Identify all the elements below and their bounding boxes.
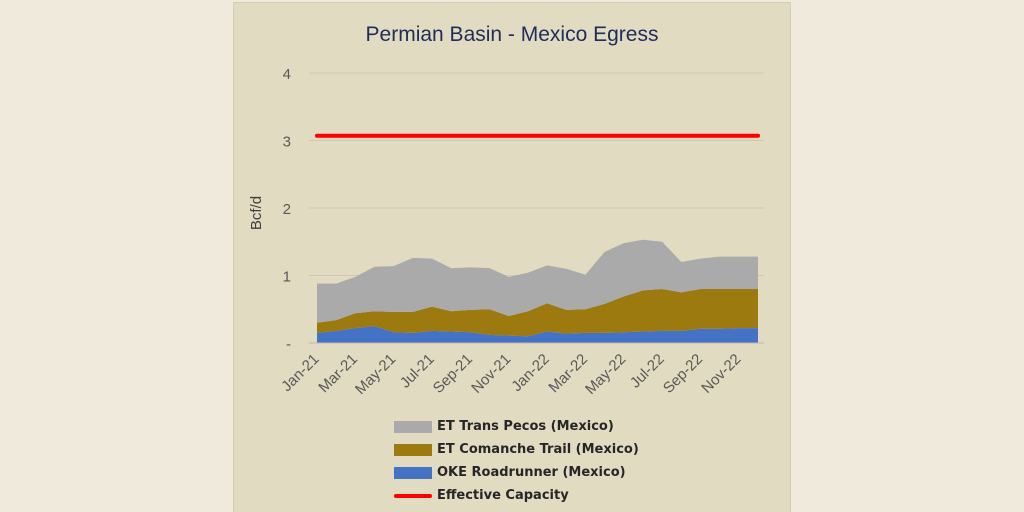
area-et-trans-pecos-mexico bbox=[317, 239, 758, 323]
legend-swatch-trans-pecos bbox=[394, 420, 432, 433]
legend-item-roadrunner: OKE Roadrunner (Mexico) bbox=[394, 461, 694, 484]
legend-swatch-comanche-trail bbox=[394, 443, 432, 456]
x-tick-label: Sep-21 bbox=[430, 351, 476, 397]
legend-item-effective-capacity: Effective Capacity bbox=[394, 484, 694, 507]
chart-title: Permian Basin - Mexico Egress bbox=[365, 23, 659, 46]
x-tick-label: May-22 bbox=[582, 351, 629, 398]
x-tick-label: Nov-22 bbox=[698, 351, 744, 397]
y-tick-label: 4 bbox=[283, 66, 291, 83]
area-chart: -1234Bcf/dJan-21Mar-21May-21Jul-21Sep-21… bbox=[248, 66, 764, 398]
legend-label-trans-pecos: ET Trans Pecos (Mexico) bbox=[437, 419, 614, 434]
area-oke-roadrunner-mexico bbox=[317, 326, 758, 343]
x-tick-label: Nov-21 bbox=[468, 351, 514, 397]
legend-label-effective-capacity: Effective Capacity bbox=[437, 488, 569, 503]
x-tick-label: Sep-22 bbox=[660, 351, 706, 397]
legend-label-comanche-trail: ET Comanche Trail (Mexico) bbox=[437, 442, 639, 457]
y-tick-label: 3 bbox=[283, 134, 291, 151]
chart-legend: ET Trans Pecos (Mexico) ET Comanche Trai… bbox=[394, 415, 694, 507]
legend-swatch-effective-capacity bbox=[394, 493, 432, 498]
legend-label-roadrunner: OKE Roadrunner (Mexico) bbox=[437, 465, 626, 480]
legend-item-trans-pecos: ET Trans Pecos (Mexico) bbox=[394, 415, 694, 438]
chart-panel: Permian Basin - Mexico Egress - 1 2 3 4 Bcf/d… bbox=[234, 3, 790, 512]
x-tick-label: Jan-21 bbox=[278, 351, 322, 395]
x-tick-label: Jan-22 bbox=[508, 351, 552, 395]
x-tick-label: May-21 bbox=[352, 351, 399, 398]
y-tick-label: 1 bbox=[283, 269, 291, 286]
y-tick-label: - bbox=[286, 336, 291, 353]
y-tick-label: 2 bbox=[283, 201, 291, 218]
legend-item-comanche-trail: ET Comanche Trail (Mexico) bbox=[394, 438, 694, 461]
area-et-comanche-trail-mexico bbox=[317, 289, 758, 337]
y-axis-label: Bcf/d bbox=[248, 196, 265, 230]
legend-swatch-roadrunner bbox=[394, 466, 432, 479]
